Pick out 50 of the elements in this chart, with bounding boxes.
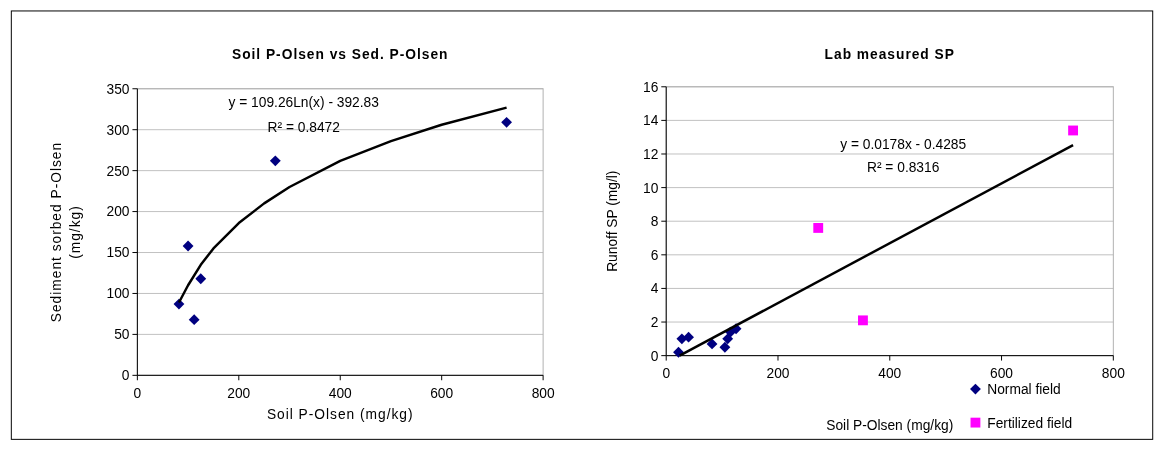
- x-tick-label: 0: [133, 385, 142, 401]
- y-tick-label: 10: [643, 180, 659, 196]
- y-axis-title: Sediment sorbed P-Olsen (mg/kg): [48, 141, 84, 323]
- x-tick-label: 600: [430, 385, 454, 401]
- point: [173, 298, 185, 310]
- chart-title: Soil P-Olsen vs Sed. P-Olsen: [231, 47, 449, 63]
- x-tick-label: 200: [227, 385, 251, 401]
- point: [269, 155, 281, 167]
- x-tick-label: 200: [766, 366, 790, 382]
- point: [706, 338, 718, 350]
- annotation: y = 109.26Ln(x) - 392.83: [228, 95, 380, 111]
- x-tick-label: 400: [878, 366, 902, 382]
- x-axis-title: Soil P-Olsen (mg/kg): [266, 406, 414, 422]
- y-tick-label: 4: [650, 281, 659, 297]
- y-tick-label: 16: [643, 79, 659, 95]
- x-axis-title: Soil P-Olsen (mg/kg): [826, 417, 954, 433]
- point: [858, 315, 868, 326]
- y-tick-label: 8: [650, 214, 659, 230]
- annotation: R² = 0.8316: [867, 160, 940, 176]
- annotation: R² = 0.8472: [267, 120, 340, 136]
- x-tick-label: 800: [1101, 366, 1126, 382]
- x-tick-label: 400: [328, 385, 353, 401]
- y-tick-label: 200: [106, 204, 130, 220]
- point: [182, 240, 194, 252]
- x-tick-label: 0: [662, 366, 671, 382]
- y-tick-label: 250: [106, 163, 130, 179]
- y-tick-label: 2: [650, 314, 659, 330]
- x-tick-label: 800: [531, 385, 555, 401]
- point: [195, 273, 207, 285]
- point: [1068, 125, 1079, 136]
- x-tick-label: 600: [990, 366, 1014, 382]
- y-tick-label: 6: [650, 247, 659, 263]
- y-tick-label: 150: [106, 245, 130, 261]
- y-tick-label: 14: [643, 113, 659, 129]
- point: [813, 223, 824, 233]
- y-tick-label: 100: [106, 286, 130, 302]
- legend-label: Normal field: [987, 382, 1061, 398]
- point: [719, 341, 731, 353]
- y-tick-label: 350: [106, 81, 130, 97]
- y-tick-label: 300: [106, 122, 130, 138]
- chart-title: Lab measured SP: [824, 47, 955, 63]
- y-axis-title: Runoff SP (mg/l): [604, 170, 620, 272]
- y-tick-label: 0: [650, 348, 659, 364]
- y-tick-label: 12: [643, 146, 659, 162]
- point: [188, 314, 200, 326]
- point: [683, 331, 694, 343]
- point: [501, 116, 513, 128]
- y-tick-label: 50: [114, 327, 130, 343]
- legend-label: Fertilized field: [987, 415, 1073, 431]
- annotation: y = 0.0178x - 0.4285: [840, 136, 967, 152]
